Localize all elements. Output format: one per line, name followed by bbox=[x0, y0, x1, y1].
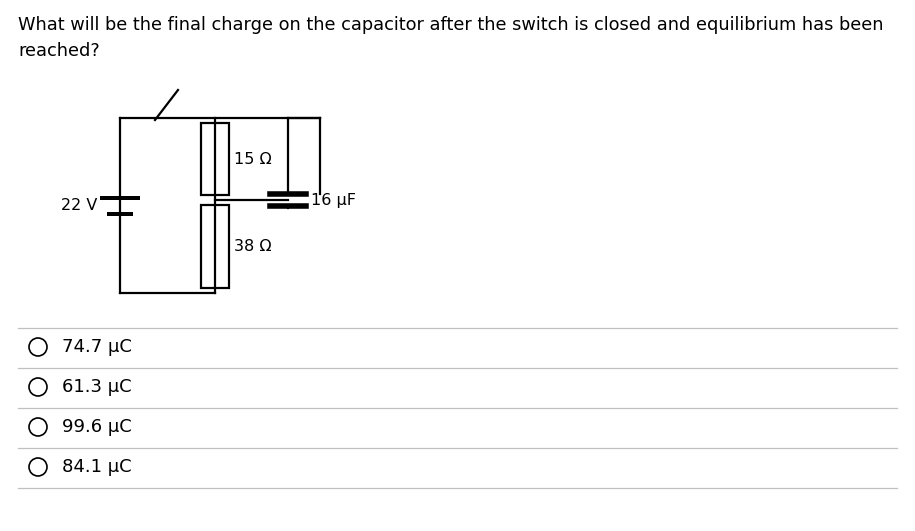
Text: What will be the final charge on the capacitor after the switch is closed and eq: What will be the final charge on the cap… bbox=[18, 16, 884, 34]
Text: 38 Ω: 38 Ω bbox=[234, 239, 272, 254]
Text: 16 μF: 16 μF bbox=[311, 193, 356, 208]
Bar bbox=[201, 123, 229, 195]
Text: 84.1 μC: 84.1 μC bbox=[62, 458, 132, 476]
Text: 61.3 μC: 61.3 μC bbox=[62, 378, 132, 396]
Bar bbox=[201, 205, 229, 288]
Text: 15 Ω: 15 Ω bbox=[234, 151, 272, 167]
Text: 99.6 μC: 99.6 μC bbox=[62, 418, 132, 436]
Text: 74.7 μC: 74.7 μC bbox=[62, 338, 132, 356]
Text: 22 V: 22 V bbox=[60, 198, 97, 213]
Text: reached?: reached? bbox=[18, 42, 100, 60]
